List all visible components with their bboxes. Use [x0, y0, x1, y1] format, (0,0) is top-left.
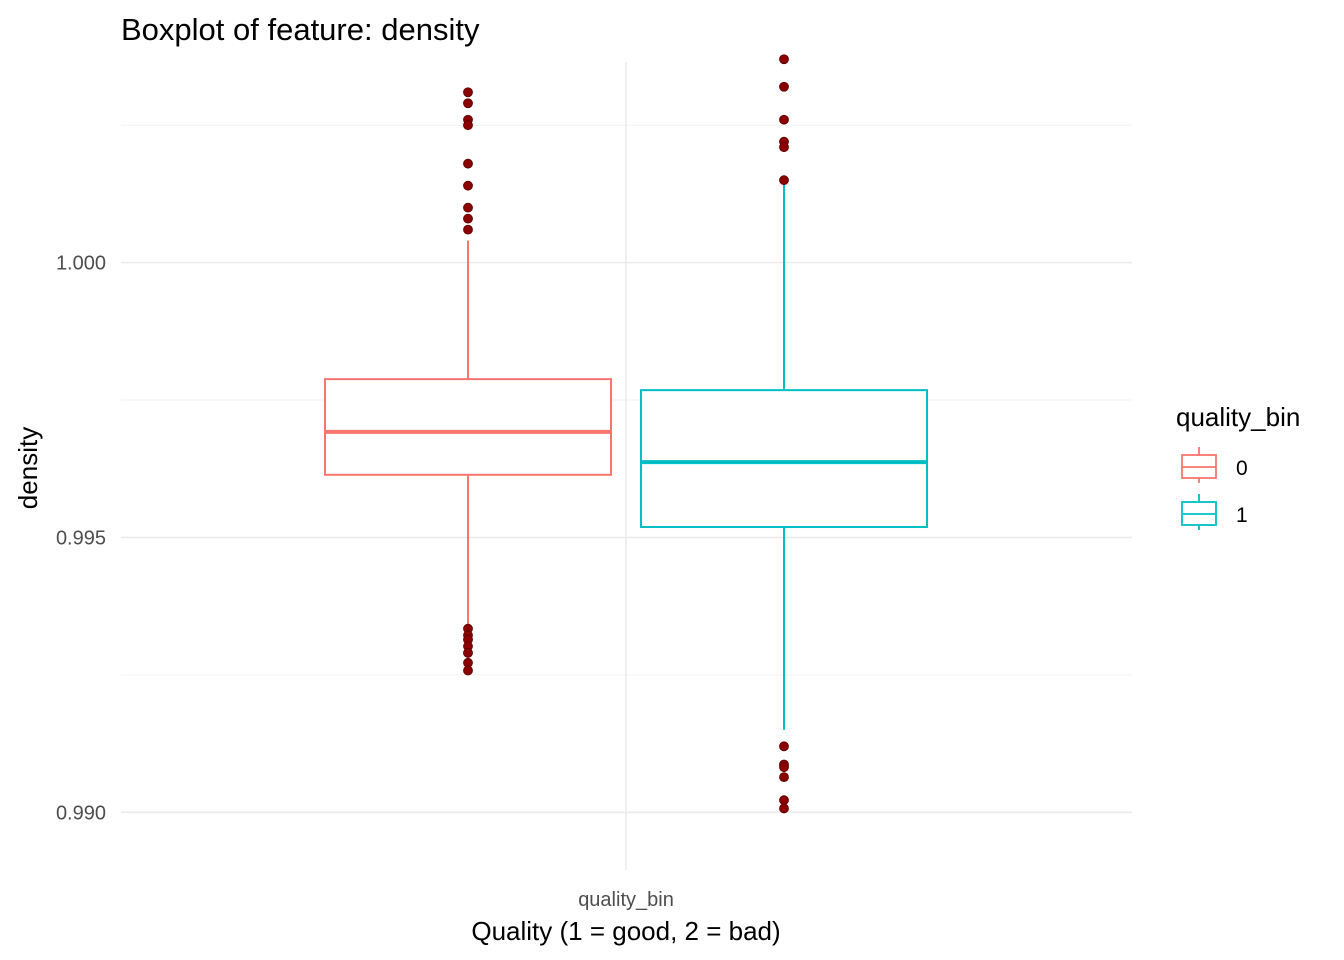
outlier-point: [779, 114, 789, 125]
legend-label: 1: [1236, 504, 1248, 527]
legend-title: quality_bin: [1176, 402, 1300, 432]
outlier-point: [463, 180, 473, 191]
legend-label: 0: [1236, 457, 1248, 480]
outlier-point: [779, 175, 789, 186]
box-iqr: [640, 389, 928, 529]
boxes: [324, 184, 928, 730]
y-tick-label: 0.990: [56, 802, 106, 824]
outlier-point: [463, 647, 473, 658]
outlier-point: [463, 158, 473, 169]
y-axis-title: density: [13, 427, 43, 509]
outlier-point: [779, 741, 789, 752]
outlier-point: [463, 224, 473, 235]
outlier-point: [463, 98, 473, 109]
outlier-point: [463, 213, 473, 224]
outlier-point: [779, 795, 789, 806]
outlier-point: [779, 772, 789, 783]
x-tick-label: quality_bin: [578, 889, 674, 911]
legend: quality_bin 0 1: [1176, 402, 1300, 530]
outlier-point: [463, 87, 473, 98]
box-series-0: [324, 240, 612, 671]
outlier-point: [463, 665, 473, 676]
box-iqr: [324, 378, 612, 476]
grid: [121, 62, 1132, 870]
outlier-point: [779, 142, 789, 153]
outlier-point: [779, 762, 789, 773]
y-axis-ticks: 0.990 0.995 1.000: [56, 253, 106, 825]
outlier-point: [463, 202, 473, 213]
outlier-point: [779, 81, 789, 92]
y-tick-label: 0.995: [56, 527, 106, 549]
outlier-point: [779, 54, 789, 65]
legend-item-0: 0: [1181, 447, 1248, 483]
box-series-1: [640, 184, 928, 730]
y-tick-label: 1.000: [56, 253, 106, 275]
legend-item-1: 1: [1181, 494, 1248, 530]
outliers: [463, 54, 789, 814]
outlier-point: [463, 120, 473, 131]
outlier-point: [779, 803, 789, 814]
chart-title: Boxplot of feature: density: [121, 12, 480, 47]
x-axis-title: Quality (1 = good, 2 = bad): [471, 916, 780, 946]
